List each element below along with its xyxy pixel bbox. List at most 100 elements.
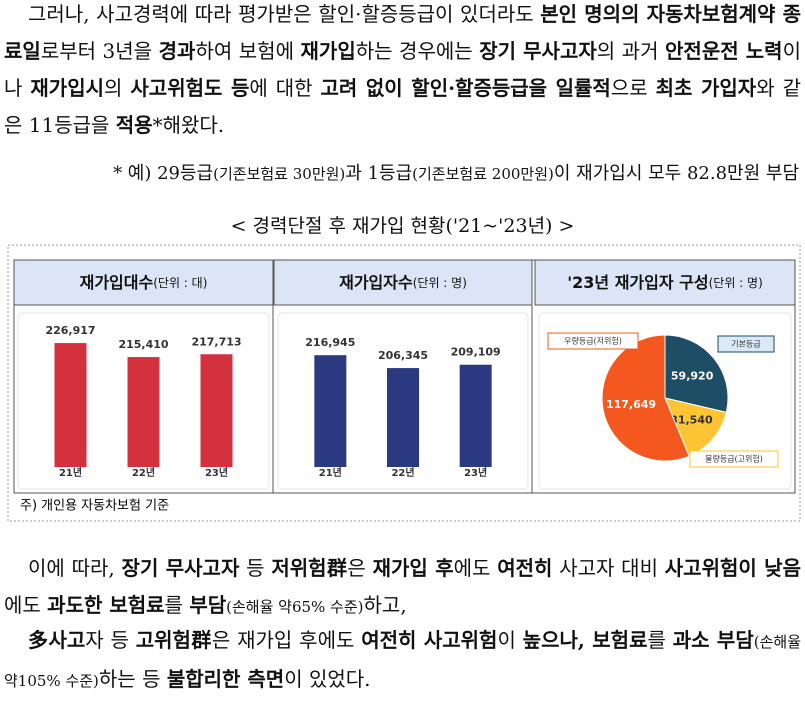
category-label: 23년 [205, 466, 228, 479]
value-label: 216,945 [305, 336, 355, 349]
panel-header [13, 259, 274, 306]
panel-header [534, 259, 796, 306]
text-run: 과소 부담 [672, 628, 754, 652]
text-run: 하고, [363, 593, 407, 617]
category-label: 22년 [132, 466, 155, 479]
paragraph: 그러나, 사고경력에 따라 평가받은 할인·할증등급이 있더라도 본인 명의의 … [4, 0, 801, 144]
text-run: 와 같은 11등급을 [4, 76, 801, 137]
text-run: 본인 명의의 자동차보험계약 종료일 [4, 2, 802, 63]
panel-title: 재가입자수(단위 : 명) [339, 273, 467, 292]
text-run: 최초 가입자 [655, 76, 757, 100]
text-run: 에 대한 [249, 76, 321, 100]
legend-label: 불량등급(고위험) [705, 454, 763, 464]
text-run: 하는 등 [98, 667, 167, 691]
text-run: 재가입 [300, 39, 356, 63]
text-run: 이 [497, 628, 523, 652]
value-label: 59,920 [671, 369, 714, 382]
text-run: 사고위험이 낮음 [664, 556, 801, 580]
text-run: 하여 보험에 [195, 39, 301, 63]
text-run: 고위험群 [135, 628, 212, 652]
text-run: 이나 [4, 39, 801, 100]
unit: (단위 : 명) [413, 276, 467, 290]
text-run: 에도 [453, 556, 498, 580]
text-run: 재가입시 [30, 76, 104, 100]
legend-label: 우량등급(저위험) [564, 336, 622, 346]
value-label: 226,917 [45, 324, 95, 337]
text-run: 를 [164, 593, 190, 617]
text-run: 여전히 [497, 556, 553, 580]
panel-title: 재가입대수(단위 : 대) [80, 273, 208, 292]
text-run: 의 과거 [596, 39, 666, 63]
text-run: 적용 [115, 113, 153, 137]
text-run: 경과 [158, 39, 196, 63]
text-run: 이에 따라, [28, 556, 122, 580]
text-run: (기존보험료 200만원) [412, 165, 554, 183]
text-run: 은 [347, 556, 373, 580]
text-run: 불합리한 측면 [166, 667, 285, 691]
text-run: 이 재가입시 모두 82.8만원 부담 [553, 163, 799, 184]
text-run: 등 [239, 556, 272, 580]
legend-box [689, 450, 779, 468]
text-run: 과 1등급 [345, 163, 413, 184]
text-run: (손해율 약105% 수준) [4, 633, 802, 690]
text-run: 은 재가입 후에도 [211, 628, 362, 652]
text-run: (손해율 약65% 수준) [226, 598, 364, 616]
text-run: 장기 무사고자 [121, 556, 240, 580]
text-run: 사고자 대비 [552, 556, 665, 580]
title: '23년 재가입자 구성 [567, 273, 708, 292]
text-run: 이 있었다. [284, 667, 371, 691]
text-run: 多사고 [28, 628, 86, 652]
footnote: * 예) 29등급(기존보험료 30만원)과 1등급(기존보험료 200만원)이… [113, 160, 799, 188]
value-label: 117,649 [606, 398, 656, 411]
text-run: 과도한 보험료 [47, 593, 165, 617]
category-label: 21년 [319, 466, 342, 479]
text-run: 로부터 3년을 [40, 39, 159, 63]
category-label: 22년 [391, 466, 414, 479]
text-run: *해왔다. [152, 113, 225, 137]
text-run: 장기 무사고자 [479, 39, 597, 63]
text-run: 안전운전 노력 [665, 39, 783, 63]
text-run: 저위험群 [271, 556, 348, 580]
panel-header [273, 259, 533, 306]
bar [54, 343, 87, 467]
title: 재가입대수 [80, 273, 154, 292]
panel-title: '23년 재가입자 구성(단위 : 명) [567, 273, 763, 292]
text-run: 여전히 사고위험 [361, 628, 498, 652]
text-run: 를 [647, 628, 673, 652]
text-run: 으로 [610, 76, 656, 100]
bar [459, 364, 492, 467]
note: 주) 개인용 자동차보험 기준 [20, 499, 169, 514]
value-label: 215,410 [118, 338, 168, 351]
text-run: 그러나, 사고경력에 따라 평가받은 할인·할증등급이 있더라도 [28, 2, 541, 26]
pie-slice [664, 334, 729, 413]
text-run: 하는 경우에는 [355, 39, 480, 63]
bar [314, 355, 347, 467]
paragraph: 이에 따라, 장기 무사고자 등 저위험群은 재가입 후에도 여전히 사고자 대… [4, 550, 801, 626]
value-label: 209,109 [451, 346, 501, 359]
section-title: < 경력단절 후 재가입 현황('21~'23년) > [230, 215, 575, 237]
paragraph: 多사고자 등 고위험群은 재가입 후에도 여전히 사고위험이 높으나, 보험료를… [4, 622, 801, 700]
legend-box [547, 332, 639, 350]
text-run: (기존보험료 30만원) [213, 165, 346, 183]
bar [387, 368, 419, 467]
text-run: 재가입 후 [372, 556, 454, 580]
bar [127, 357, 160, 467]
text-run: 사고위험도 등 [130, 76, 250, 100]
text-run: 높으나, 보험료 [522, 628, 648, 652]
bar [200, 354, 233, 467]
category-label: 23년 [464, 466, 487, 479]
value-label: 206,345 [378, 349, 428, 362]
figure: 주) 개인용 자동차보험 기준 재가입대수(단위 : 대) 226,917 21년 2… [7, 244, 801, 522]
value-label: 217,713 [191, 335, 241, 348]
text-run: * 예) 29등급 [113, 163, 214, 184]
text-run: 고려 없이 할인·할증등급을 일률적 [320, 76, 611, 100]
text-run: 에도 [4, 593, 48, 617]
legend-label: 기본등급 [731, 340, 760, 349]
title: 재가입자수 [339, 273, 413, 292]
text-run: 자 등 [85, 628, 136, 652]
text-run: 부담 [189, 593, 227, 617]
unit: (단위 : 명) [709, 276, 763, 290]
category-label: 21년 [59, 466, 82, 479]
unit: (단위 : 대) [153, 276, 207, 290]
